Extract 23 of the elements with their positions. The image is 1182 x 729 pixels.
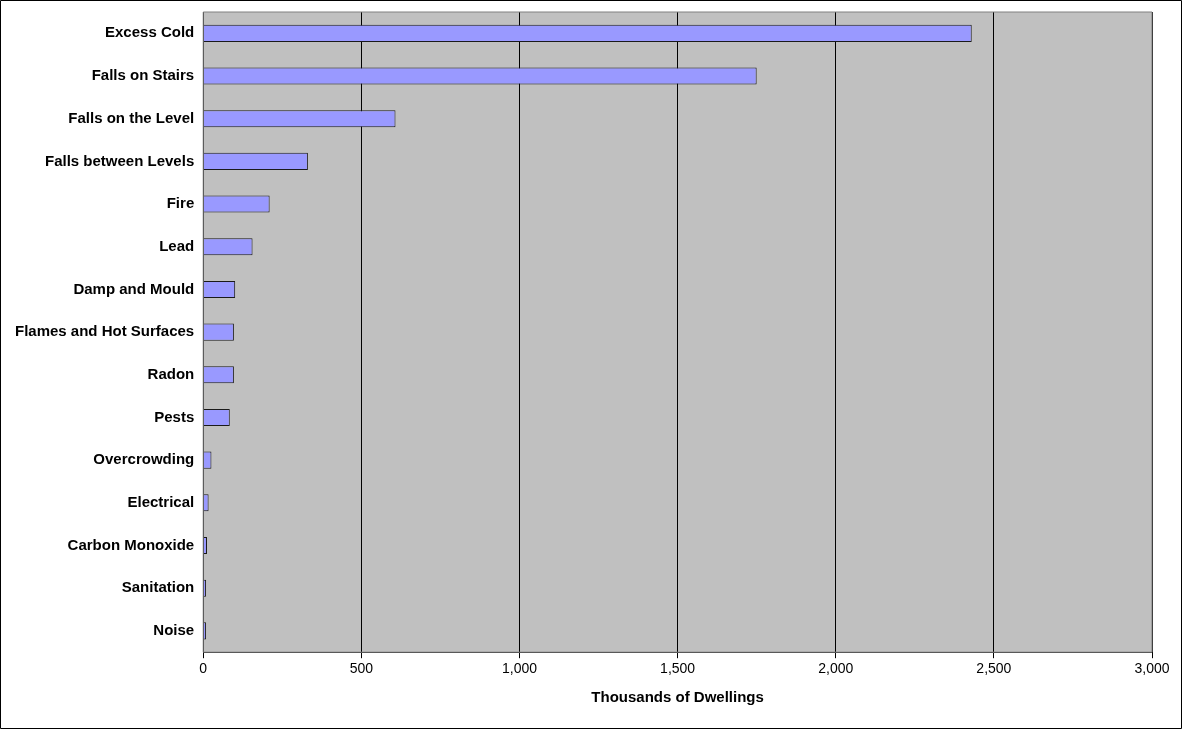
y-tick-label: Overcrowding [93,450,195,468]
y-tick-label: Sanitation [121,578,195,596]
y-tick-label: Excess Cold [105,23,195,41]
x-axis-title: Thousands of Dwellings [591,688,764,706]
y-tick-label: Falls on Stairs [91,66,195,84]
y-tick-label: Pests [154,407,195,425]
y-tick-label: Falls between Levels [44,151,195,169]
y-tick-label: Carbon Monoxide [67,535,195,553]
x-tick-label: 2,000 [818,660,854,677]
y-tick-label: Fire [166,194,195,212]
y-tick-label: Radon [147,364,195,382]
y-tick-label: Noise [153,621,195,638]
x-tick-label: 3,000 [1134,660,1170,677]
x-tick-label: 1,500 [660,660,696,677]
x-tick-label: 2,500 [976,660,1012,677]
y-tick-label: Flames and Hot Surfaces [14,322,195,340]
y-tick-label: Damp and Mould [73,279,195,297]
y-tick-label: Lead [159,236,195,254]
y-tick-label: Falls on the Level [68,108,195,126]
x-tick-label: 500 [349,660,374,677]
x-tick-label: 0 [199,660,208,677]
x-tick-label: 1,000 [501,660,538,677]
y-tick-label: Electrical [127,492,195,510]
